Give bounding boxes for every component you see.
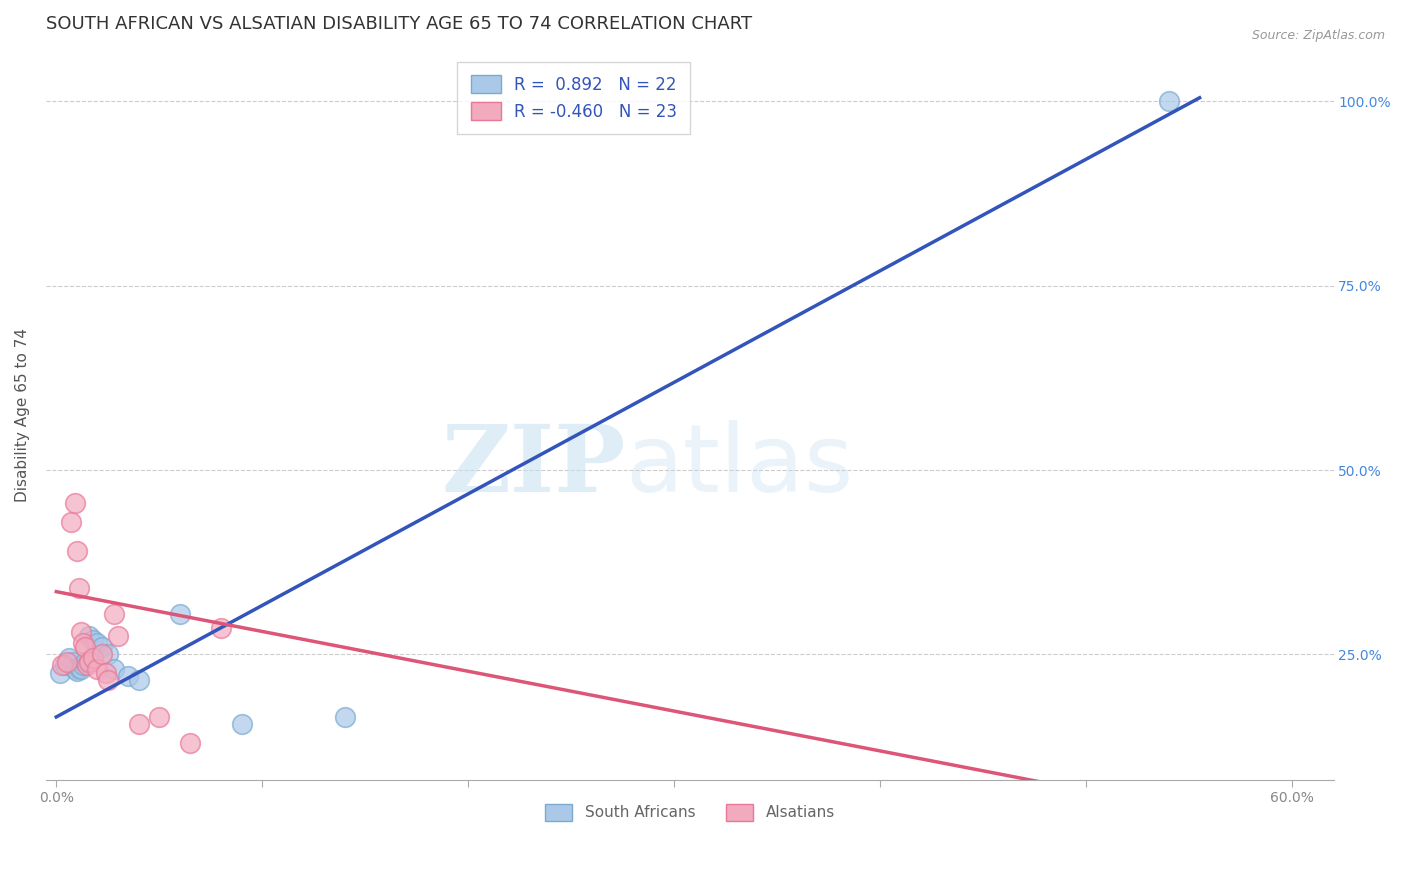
Point [82, 632, 104, 647]
Point [90, 640, 112, 654]
Text: atlas: atlas [626, 420, 853, 512]
Point [53, 658, 76, 673]
Point [97, 648, 120, 662]
Point [148, 710, 170, 724]
Point [67, 660, 90, 674]
Point [62, 655, 84, 669]
Point [82, 651, 104, 665]
Point [97, 673, 120, 687]
Point [66, 664, 89, 678]
Point [103, 607, 125, 621]
Point [49, 665, 72, 680]
Point [63, 496, 86, 510]
Point [90, 648, 112, 662]
Point [72, 636, 94, 650]
Point [910, 796, 932, 810]
Point [75, 640, 97, 654]
Point [51, 658, 73, 673]
Text: ZIP: ZIP [441, 421, 626, 511]
Point [58, 651, 80, 665]
Point [209, 622, 232, 636]
Point [94, 665, 117, 680]
Point [231, 717, 253, 731]
Text: Source: ZipAtlas.com: Source: ZipAtlas.com [1251, 29, 1385, 42]
Point [76, 658, 98, 673]
Point [169, 607, 191, 621]
Point [66, 544, 89, 558]
Point [59, 515, 82, 529]
Point [1157, 95, 1180, 109]
Point [179, 736, 201, 750]
Point [103, 662, 125, 676]
Point [117, 669, 139, 683]
Point [128, 717, 150, 731]
Point [72, 658, 94, 673]
Legend: South Africans, Alsatians: South Africans, Alsatians [538, 797, 841, 827]
Point [86, 636, 108, 650]
Point [107, 629, 129, 643]
Y-axis label: Disability Age 65 to 74: Disability Age 65 to 74 [15, 327, 30, 501]
Text: SOUTH AFRICAN VS ALSATIAN DISABILITY AGE 65 TO 74 CORRELATION CHART: SOUTH AFRICAN VS ALSATIAN DISABILITY AGE… [46, 15, 752, 33]
Point [67, 581, 90, 595]
Point [55, 655, 77, 669]
Point [75, 655, 97, 669]
Point [63, 662, 86, 676]
Point [86, 662, 108, 676]
Point [70, 662, 93, 676]
Point [128, 673, 150, 687]
Point [77, 629, 100, 643]
Point [333, 710, 356, 724]
Point [77, 655, 100, 669]
Point [70, 625, 93, 640]
